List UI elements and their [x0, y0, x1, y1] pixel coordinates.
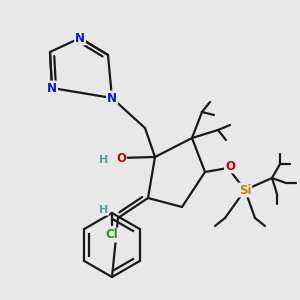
Text: N: N — [75, 32, 85, 44]
Text: H: H — [99, 155, 109, 165]
Text: N: N — [107, 92, 117, 104]
Text: O: O — [116, 152, 126, 164]
Text: O: O — [225, 160, 235, 172]
Text: Si: Si — [239, 184, 251, 196]
Text: Cl: Cl — [106, 229, 118, 242]
Text: N: N — [47, 82, 57, 94]
Text: H: H — [99, 205, 109, 215]
